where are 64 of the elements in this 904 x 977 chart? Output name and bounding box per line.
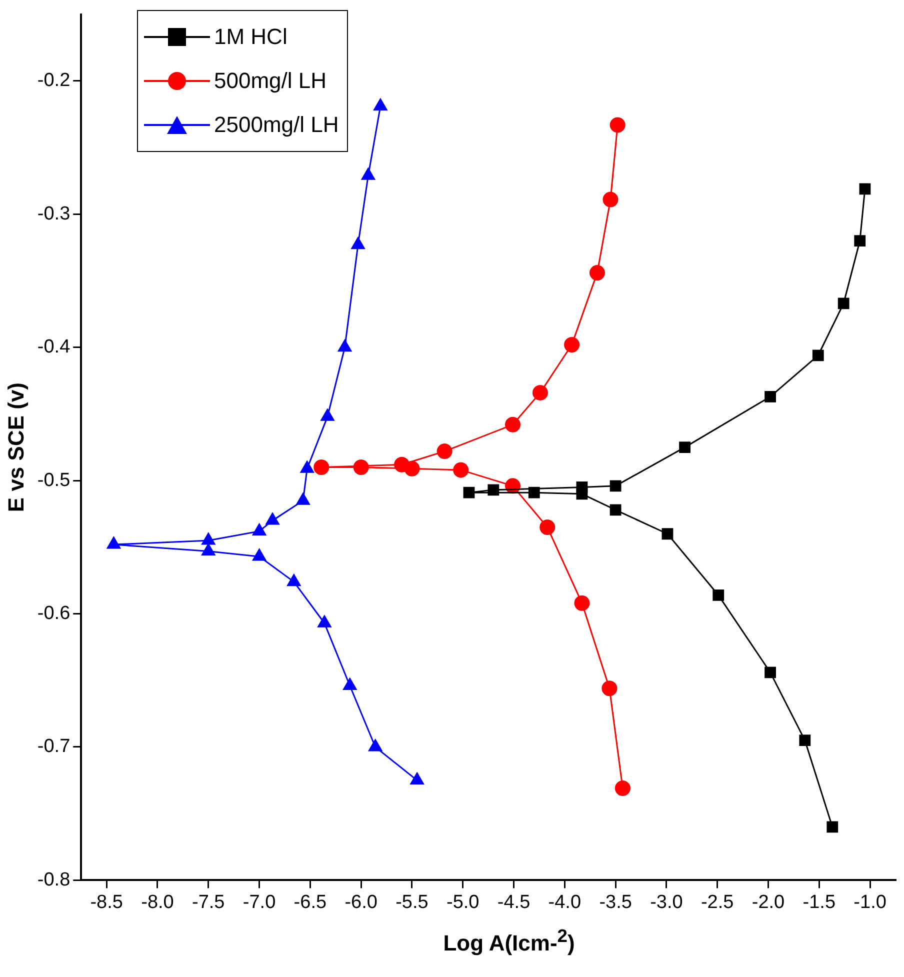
point [361, 168, 376, 180]
x-tick-label: -4.0 [548, 892, 582, 913]
point [602, 192, 618, 208]
y-tick-label: -0.2 [37, 70, 70, 92]
point [610, 504, 622, 516]
legend-label: 1M HCl [214, 24, 288, 50]
point [505, 416, 520, 432]
legend-label: 2500mg/l LH [214, 112, 339, 138]
x-tick-label: -1.0 [854, 892, 886, 913]
point [854, 235, 866, 247]
x-tick-label: -5.0 [446, 892, 480, 913]
y-tick-label: -0.4 [37, 336, 71, 358]
point [374, 98, 388, 111]
x-tick-label: -2.0 [752, 892, 785, 913]
point [338, 340, 352, 352]
point [314, 460, 330, 476]
point [662, 528, 674, 540]
x-tick-label: -6.5 [294, 892, 327, 913]
x-tick-label: -8.0 [141, 892, 174, 913]
point [799, 734, 811, 746]
point [679, 442, 690, 453]
x-tick-label: -3.0 [650, 892, 683, 913]
point [602, 680, 618, 696]
point [812, 350, 824, 362]
point [353, 460, 369, 476]
y-tick-label: -0.8 [37, 869, 70, 890]
point [859, 183, 871, 195]
point [610, 117, 626, 133]
point [838, 298, 850, 310]
x-tick-label: -3.5 [599, 892, 632, 913]
x-tick-label: -7.5 [192, 892, 225, 913]
point [764, 666, 776, 678]
point [610, 480, 622, 492]
x-tick-label: -1.5 [802, 892, 836, 913]
x-tick-label: -6.0 [344, 892, 378, 913]
point [436, 444, 452, 460]
point [488, 484, 500, 496]
x-tick-label: -4.5 [497, 892, 530, 913]
x-tick-label: -2.5 [700, 892, 734, 913]
point [532, 384, 548, 400]
point [764, 390, 776, 402]
point [826, 821, 838, 833]
point [528, 486, 540, 498]
x-tick-label: -7.0 [242, 892, 276, 913]
y-tick-label: -0.3 [37, 203, 70, 224]
point [453, 462, 469, 478]
point [351, 237, 365, 250]
point [589, 265, 605, 281]
point [712, 589, 724, 601]
y-axis-title: E vs SCE (v) [3, 382, 28, 512]
y-tick-label: -0.5 [37, 470, 70, 491]
point [394, 456, 410, 472]
point [540, 519, 556, 535]
y-tick-label: -0.6 [37, 603, 70, 624]
y-tick-label: -0.7 [37, 736, 70, 758]
point [614, 780, 630, 796]
point [574, 595, 590, 611]
x-axis-title: Log A(Icm-$^{2}$) [442, 925, 576, 956]
x-tick-label: -5.5 [396, 892, 428, 913]
x-tick-label: -8.5 [90, 892, 123, 913]
point [564, 336, 580, 352]
point [463, 486, 475, 498]
point [576, 482, 588, 493]
legend-label: 500mg/l LH [214, 68, 327, 94]
